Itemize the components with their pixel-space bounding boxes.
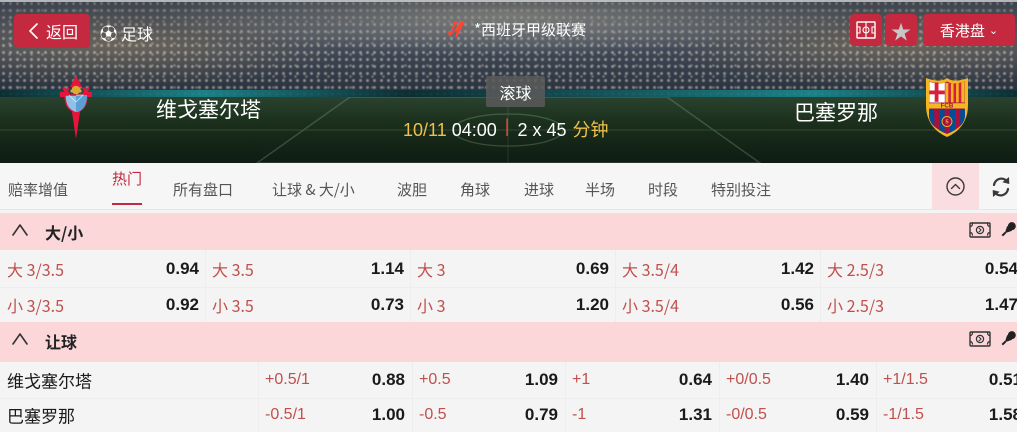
svg-text:5: 5	[945, 120, 948, 126]
svg-text:FCB: FCB	[941, 103, 954, 110]
